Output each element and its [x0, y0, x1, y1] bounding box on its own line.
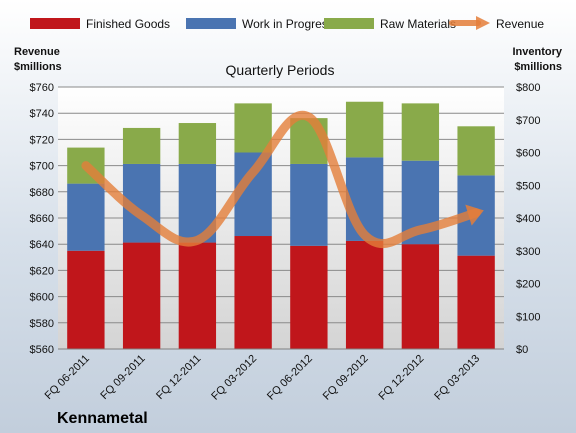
legend-swatch-raw-materials — [324, 18, 374, 29]
bar-finished-goods — [122, 242, 161, 349]
bar-finished-goods — [401, 244, 440, 349]
revenue-arrowhead — [465, 204, 484, 226]
legend: Finished Goods Work in Progress Raw Mate… — [30, 16, 544, 31]
right-axis-title-line1: Inventory — [512, 46, 562, 58]
left-axis-tick-label: $740 — [30, 108, 54, 120]
bar-raw-materials — [122, 127, 161, 164]
revenue-line — [81, 110, 481, 249]
right-axis-tick-label: $0 — [516, 344, 528, 356]
right-axis-tick-label: $800 — [516, 82, 540, 94]
bar-finished-goods — [457, 255, 495, 349]
right-axis-tick-label: $100 — [516, 311, 540, 323]
legend-label-work-in-progress: Work in Progress — [242, 17, 334, 31]
left-axis-tick-label: $680 — [30, 187, 54, 199]
left-axis-tick-label: $720 — [30, 134, 54, 146]
left-axis-tick-label: $580 — [30, 318, 54, 330]
bar-raw-materials — [345, 101, 384, 158]
bar-raw-materials — [457, 126, 495, 176]
left-axis-title-line2: $millions — [14, 61, 62, 73]
bar-finished-goods — [345, 240, 384, 349]
bar-raw-materials — [401, 103, 440, 161]
bar-work-in-progress — [67, 183, 105, 251]
legend-item-work-in-progress: Work in Progress — [186, 17, 334, 31]
right-axis-tick-label: $400 — [516, 213, 540, 225]
bar-finished-goods — [234, 236, 272, 349]
left-axis-tick-label: $760 — [30, 82, 54, 94]
bar-work-in-progress — [290, 163, 328, 246]
company-name: Kennametal — [57, 410, 148, 427]
legend-item-revenue: Revenue — [449, 16, 544, 31]
right-axis-tick-label: $600 — [516, 148, 540, 160]
revenue-line-layer — [81, 110, 484, 249]
legend-swatch-work-in-progress — [186, 18, 236, 29]
legend-label-raw-materials: Raw Materials — [380, 17, 456, 31]
bar-finished-goods — [67, 250, 105, 349]
legend-item-finished-goods: Finished Goods — [30, 17, 170, 31]
legend-label-revenue: Revenue — [496, 17, 544, 31]
right-axis-tick-label: $200 — [516, 279, 540, 291]
left-axis-title-line1: Revenue — [14, 46, 60, 58]
bar-raw-materials — [234, 103, 272, 153]
legend-swatch-finished-goods — [30, 18, 80, 29]
bar-finished-goods — [178, 242, 217, 349]
left-axis-tick-label: $600 — [30, 292, 54, 304]
left-axis-tick-label: $660 — [30, 213, 54, 225]
right-axis-title-line2: $millions — [514, 61, 562, 73]
bar-work-in-progress — [345, 157, 384, 241]
legend-arrow-revenue — [476, 16, 490, 30]
left-axis-tick-label: $640 — [30, 239, 54, 251]
right-axis-tick-label: $700 — [516, 115, 540, 127]
chart-subtitle: Quarterly Periods — [226, 62, 335, 78]
legend-item-raw-materials: Raw Materials — [324, 17, 456, 31]
right-axis-tick-label: $500 — [516, 180, 540, 192]
bar-finished-goods — [290, 245, 328, 349]
bar-raw-materials — [178, 123, 217, 164]
left-axis-tick-label: $560 — [30, 344, 54, 356]
left-axis-tick-label: $700 — [30, 161, 54, 173]
right-axis-tick-label: $300 — [516, 246, 540, 258]
legend-label-finished-goods: Finished Goods — [86, 17, 170, 31]
left-axis-tick-label: $620 — [30, 265, 54, 277]
